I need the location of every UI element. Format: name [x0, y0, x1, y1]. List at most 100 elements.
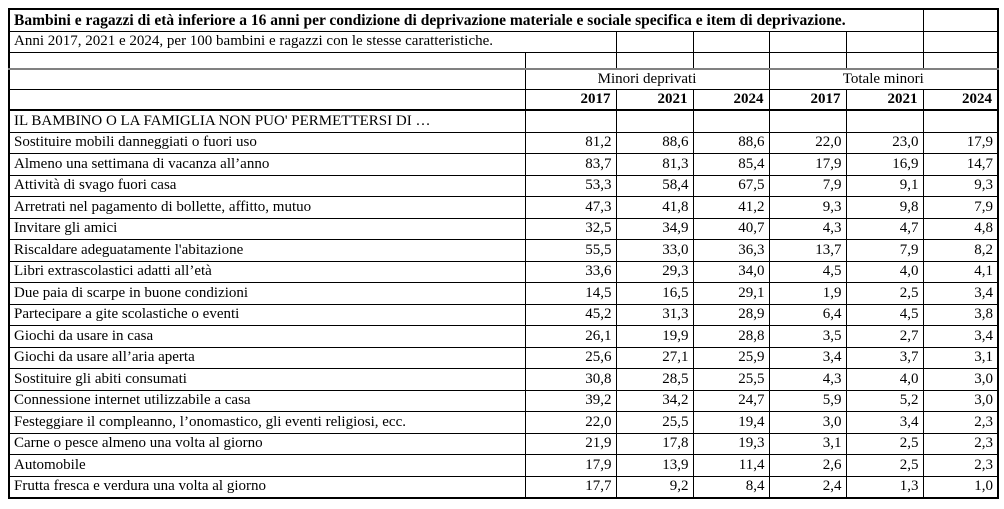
total-2021-value: 2,5 [845, 282, 924, 305]
deprived-2024-value: 28,8 [692, 325, 770, 348]
total-2021-value: 4,0 [845, 260, 924, 283]
total-2021-value: 16,9 [845, 153, 924, 176]
total-2017-value: 6,4 [768, 303, 847, 326]
empty-cell [768, 30, 847, 53]
group-header-totale-minori: Totale minori [768, 68, 999, 90]
deprived-2017-value: 33,6 [524, 260, 617, 283]
deprived-2021-value: 9,2 [615, 475, 694, 498]
empty-cell [768, 51, 847, 70]
year-header: 2024 [922, 89, 999, 111]
deprived-2017-value: 47,3 [524, 196, 617, 219]
year-header: 2021 [615, 89, 694, 111]
deprived-2017-value: 81,2 [524, 131, 617, 154]
empty-cell [845, 51, 924, 70]
item-label: Due paia di scarpe in buone condizioni [8, 282, 526, 305]
total-2017-value: 4,3 [768, 217, 847, 240]
total-2024-value: 3,0 [922, 389, 999, 412]
section-header-row: IL BAMBINO O LA FAMIGLIA NON PUO' PERMET… [8, 109, 999, 133]
subtitle-row: Anni 2017, 2021 e 2024, per 100 bambini … [8, 30, 999, 53]
empty-cell [692, 30, 770, 53]
deprived-2024-value: 8,4 [692, 475, 770, 498]
item-label: Almeno una settimana di vacanza all’anno [8, 153, 526, 176]
item-label: Attività di svago fuori casa [8, 174, 526, 197]
total-2021-value: 2,5 [845, 454, 924, 477]
deprived-2021-value: 41,8 [615, 196, 694, 219]
total-2024-value: 3,8 [922, 303, 999, 326]
total-2017-value: 17,9 [768, 153, 847, 176]
section-header: IL BAMBINO O LA FAMIGLIA NON PUO' PERMET… [8, 109, 526, 133]
table-row: Invitare gli amici 32,5 34,9 40,7 4,3 4,… [8, 217, 999, 240]
total-2024-value: 1,0 [922, 475, 999, 498]
empty-cell [8, 68, 526, 90]
total-2021-value: 9,8 [845, 196, 924, 219]
deprived-2024-value: 85,4 [692, 153, 770, 176]
deprived-2017-value: 45,2 [524, 303, 617, 326]
deprived-2021-value: 34,2 [615, 389, 694, 412]
deprived-2024-value: 36,3 [692, 239, 770, 262]
total-2021-value: 7,9 [845, 239, 924, 262]
total-2017-value: 3,1 [768, 432, 847, 455]
item-label: Partecipare a gite scolastiche o eventi [8, 303, 526, 326]
deprived-2021-value: 31,3 [615, 303, 694, 326]
years-header-row: 2017 2021 2024 2017 2021 2024 [8, 89, 999, 111]
total-2021-value: 23,0 [845, 131, 924, 154]
item-label: Sostituire gli abiti consumati [8, 368, 526, 391]
total-2017-value: 13,7 [768, 239, 847, 262]
total-2024-value: 7,9 [922, 196, 999, 219]
table-row: Due paia di scarpe in buone condizioni 1… [8, 282, 999, 305]
deprivation-table: Bambini e ragazzi di età inferiore a 16 … [8, 8, 1000, 499]
column-group-row: Minori deprivati Totale minori [8, 68, 999, 90]
data-rows: Sostituire mobili danneggiati o fuori us… [8, 131, 999, 498]
title-row: Bambini e ragazzi di età inferiore a 16 … [8, 8, 999, 32]
empty-cell [8, 51, 526, 70]
table-row: Automobile 17,9 13,9 11,4 2,6 2,5 2,3 [8, 454, 999, 477]
total-2024-value: 14,7 [922, 153, 999, 176]
deprived-2024-value: 88,6 [692, 131, 770, 154]
table-row: Giochi da usare in casa 26,1 19,9 28,8 3… [8, 325, 999, 348]
total-2017-value: 22,0 [768, 131, 847, 154]
deprived-2024-value: 19,4 [692, 411, 770, 434]
deprived-2017-value: 17,9 [524, 454, 617, 477]
item-label: Frutta fresca e verdura una volta al gio… [8, 475, 526, 498]
deprived-2021-value: 33,0 [615, 239, 694, 262]
item-label: Riscaldare adeguatamente l'abitazione [8, 239, 526, 262]
empty-cell [524, 109, 617, 133]
total-2024-value: 3,1 [922, 346, 999, 369]
table-row: Riscaldare adeguatamente l'abitazione 55… [8, 239, 999, 262]
deprived-2021-value: 34,9 [615, 217, 694, 240]
deprived-2017-value: 55,5 [524, 239, 617, 262]
table-subtitle: Anni 2017, 2021 e 2024, per 100 bambini … [8, 30, 617, 53]
spacer-row [8, 51, 999, 70]
deprived-2021-value: 19,9 [615, 325, 694, 348]
table-row: Sostituire mobili danneggiati o fuori us… [8, 131, 999, 154]
empty-cell [692, 109, 770, 133]
total-2024-value: 2,3 [922, 411, 999, 434]
empty-cell [615, 51, 694, 70]
total-2024-value: 2,3 [922, 454, 999, 477]
total-2021-value: 2,5 [845, 432, 924, 455]
total-2017-value: 7,9 [768, 174, 847, 197]
table-row: Sostituire gli abiti consumati 30,8 28,5… [8, 368, 999, 391]
item-label: Invitare gli amici [8, 217, 526, 240]
deprived-2024-value: 41,2 [692, 196, 770, 219]
empty-cell [692, 51, 770, 70]
empty-cell [768, 109, 847, 133]
total-2021-value: 3,7 [845, 346, 924, 369]
total-2024-value: 8,2 [922, 239, 999, 262]
table-row: Arretrati nel pagamento di bollette, aff… [8, 196, 999, 219]
table-row: Almeno una settimana di vacanza all’anno… [8, 153, 999, 176]
deprived-2017-value: 83,7 [524, 153, 617, 176]
deprived-2017-value: 17,7 [524, 475, 617, 498]
deprived-2021-value: 16,5 [615, 282, 694, 305]
deprived-2017-value: 39,2 [524, 389, 617, 412]
table-row: Giochi da usare all’aria aperta 25,6 27,… [8, 346, 999, 369]
item-label: Connessione internet utilizzabile a casa [8, 389, 526, 412]
total-2024-value: 3,4 [922, 282, 999, 305]
total-2021-value: 2,7 [845, 325, 924, 348]
total-2017-value: 9,3 [768, 196, 847, 219]
deprived-2021-value: 58,4 [615, 174, 694, 197]
total-2024-value: 3,0 [922, 368, 999, 391]
item-label: Giochi da usare in casa [8, 325, 526, 348]
deprived-2024-value: 25,5 [692, 368, 770, 391]
